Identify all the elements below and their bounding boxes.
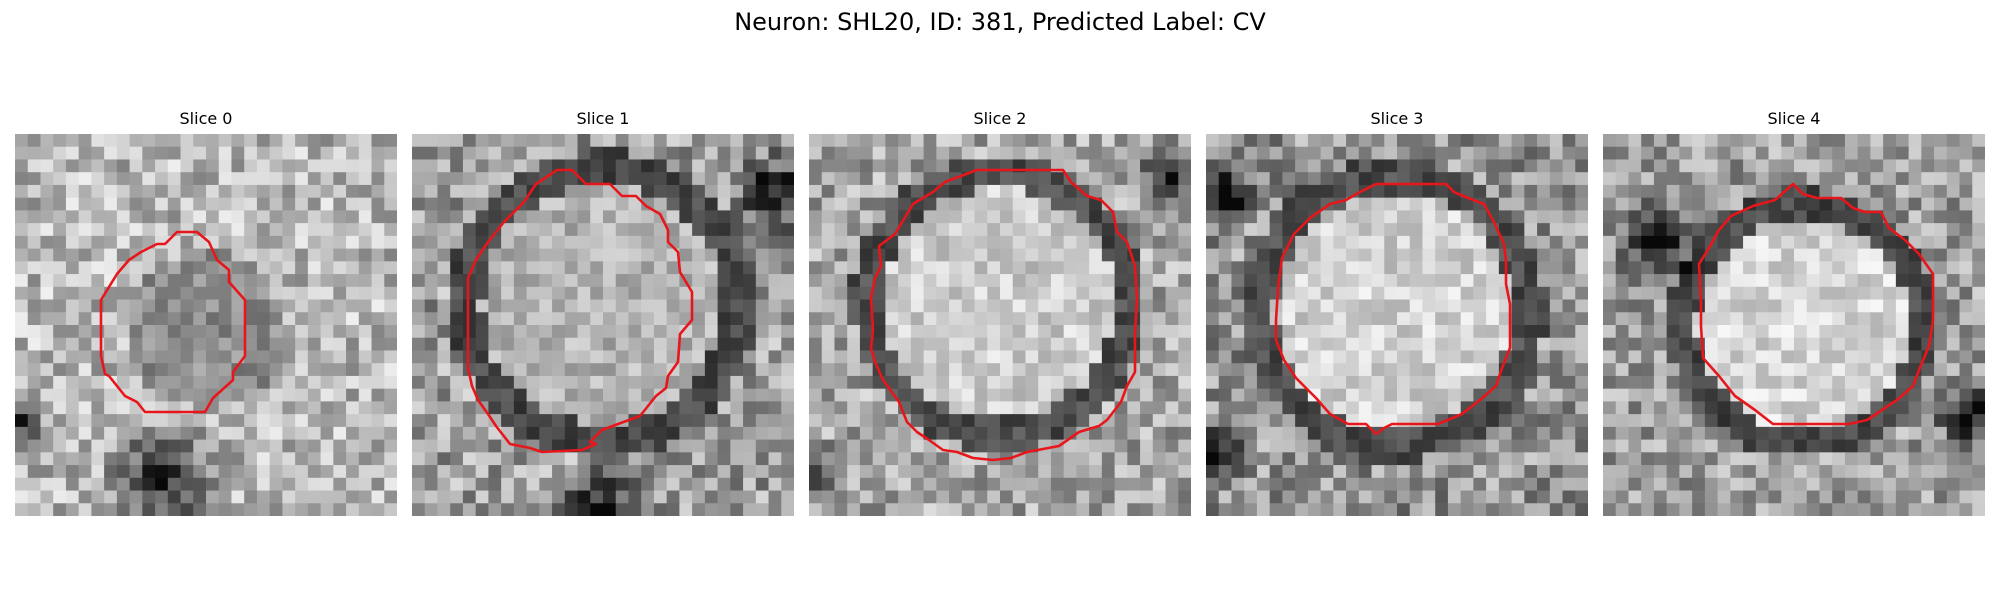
slice-title: Slice 2 — [973, 109, 1027, 128]
pixel-grid — [1603, 134, 1985, 516]
slice-image-0 — [15, 134, 397, 516]
cell-contour — [869, 168, 1139, 462]
cell-contour — [466, 168, 694, 454]
slice-title: Slice 3 — [1370, 109, 1424, 128]
cell-contour — [1697, 182, 1935, 426]
pixel-grid — [412, 134, 794, 516]
pixel-grid — [15, 134, 397, 516]
slice-title: Slice 1 — [576, 109, 630, 128]
figure-title: Neuron: SHL20, ID: 381, Predicted Label:… — [734, 8, 1266, 36]
slice-title: Slice 0 — [179, 109, 233, 128]
slice-image-1 — [412, 134, 794, 516]
slice-image-2 — [809, 134, 1191, 516]
pixel-grid — [1206, 134, 1588, 516]
slice-title: Slice 4 — [1767, 109, 1821, 128]
cell-contour — [1274, 182, 1512, 436]
slice-image-3 — [1206, 134, 1588, 516]
slice-image-4 — [1603, 134, 1985, 516]
cell-contour — [99, 230, 247, 414]
pixel-grid — [809, 134, 1191, 516]
